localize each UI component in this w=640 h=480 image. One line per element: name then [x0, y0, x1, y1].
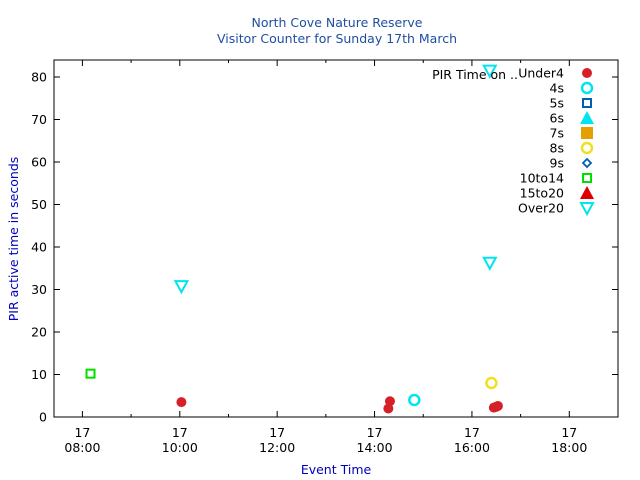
legend-label: 8s [550, 141, 564, 156]
x-tick-label-time: 18:00 [551, 440, 587, 455]
x-tick-label-time: 14:00 [357, 440, 393, 455]
legend-label: 5s [550, 96, 564, 111]
legend-title: PIR Time on .. [432, 67, 518, 82]
plot-area [53, 59, 619, 418]
x-tick-label-time: 08:00 [64, 440, 100, 455]
x-tick-label-day: 17 [172, 425, 188, 440]
chart-subtitle: Visitor Counter for Sunday 17th March [217, 31, 457, 46]
y-tick-label: 0 [39, 410, 47, 425]
x-tick-label-time: 16:00 [454, 440, 490, 455]
x-tick-label-day: 17 [464, 425, 480, 440]
legend-marker-8s [580, 141, 594, 155]
y-tick-label: 40 [31, 240, 47, 255]
legend-marker-5s [582, 98, 592, 108]
point-under4 [176, 397, 187, 408]
data-points [85, 64, 503, 414]
legend-marker-under4 [582, 68, 592, 78]
x-tick-label-time: 10:00 [162, 440, 198, 455]
point-10to14 [85, 368, 96, 379]
chart-title: North Cove Nature Reserve [252, 15, 423, 30]
legend-label: 7s [550, 126, 564, 141]
y-tick-label: 20 [31, 325, 47, 340]
point-4s [408, 393, 421, 407]
y-tick-label: 60 [31, 155, 47, 170]
y-tick-label: 10 [31, 367, 47, 382]
legend-label: 9s [550, 156, 564, 171]
legend-marker-4s [580, 81, 594, 95]
x-tick-label-time: 12:00 [259, 440, 295, 455]
y-tick-label: 70 [31, 112, 47, 127]
point-over20 [173, 280, 190, 295]
y-tick-label: 50 [31, 197, 47, 212]
legend-label: 6s [550, 111, 564, 126]
legend-label: Under4 [518, 66, 564, 81]
point-8s [485, 376, 498, 390]
legend-label: 4s [550, 81, 564, 96]
legend-marker-9s [581, 157, 593, 169]
legend-marker-10to14 [582, 173, 592, 183]
x-tick-label-day: 17 [269, 425, 285, 440]
legend-marker-15to20 [580, 186, 594, 199]
point-under4 [384, 396, 395, 407]
x-tick-label-day: 17 [74, 425, 90, 440]
legend: PIR Time on .. Under44s5s6s7s8s9s10to141… [432, 66, 595, 217]
legend-label: 15to20 [520, 186, 564, 201]
point-under4 [492, 400, 503, 411]
axes: 010203040506070801708:001710:001712:0017… [31, 60, 619, 455]
point-over20 [482, 64, 498, 79]
y-tick-label: 30 [31, 282, 47, 297]
x-tick-label-day: 17 [367, 425, 383, 440]
legend-label: 10to14 [520, 171, 564, 186]
legend-label: Over20 [518, 201, 564, 216]
x-tick-label-day: 17 [561, 425, 577, 440]
x-axis-label: Event Time [301, 462, 372, 477]
y-tick-label: 80 [31, 70, 47, 85]
y-axis-label: PIR active time in seconds [6, 157, 21, 322]
point-over20 [482, 256, 498, 271]
legend-marker-6s [580, 111, 594, 124]
legend-marker-over20 [579, 202, 595, 217]
legend-marker-7s [581, 127, 593, 139]
